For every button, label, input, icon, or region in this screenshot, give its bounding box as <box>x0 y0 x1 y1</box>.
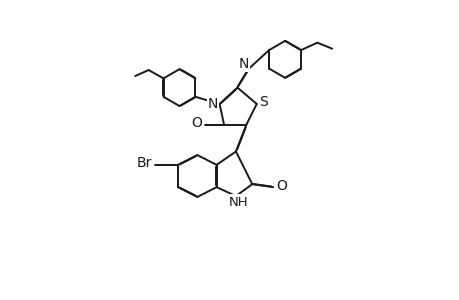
Text: Br: Br <box>137 156 152 170</box>
Text: S: S <box>258 95 267 110</box>
Text: O: O <box>190 116 202 130</box>
Text: NH: NH <box>229 196 248 208</box>
Text: N: N <box>207 97 218 111</box>
Text: O: O <box>275 179 286 193</box>
Text: N: N <box>238 57 249 71</box>
